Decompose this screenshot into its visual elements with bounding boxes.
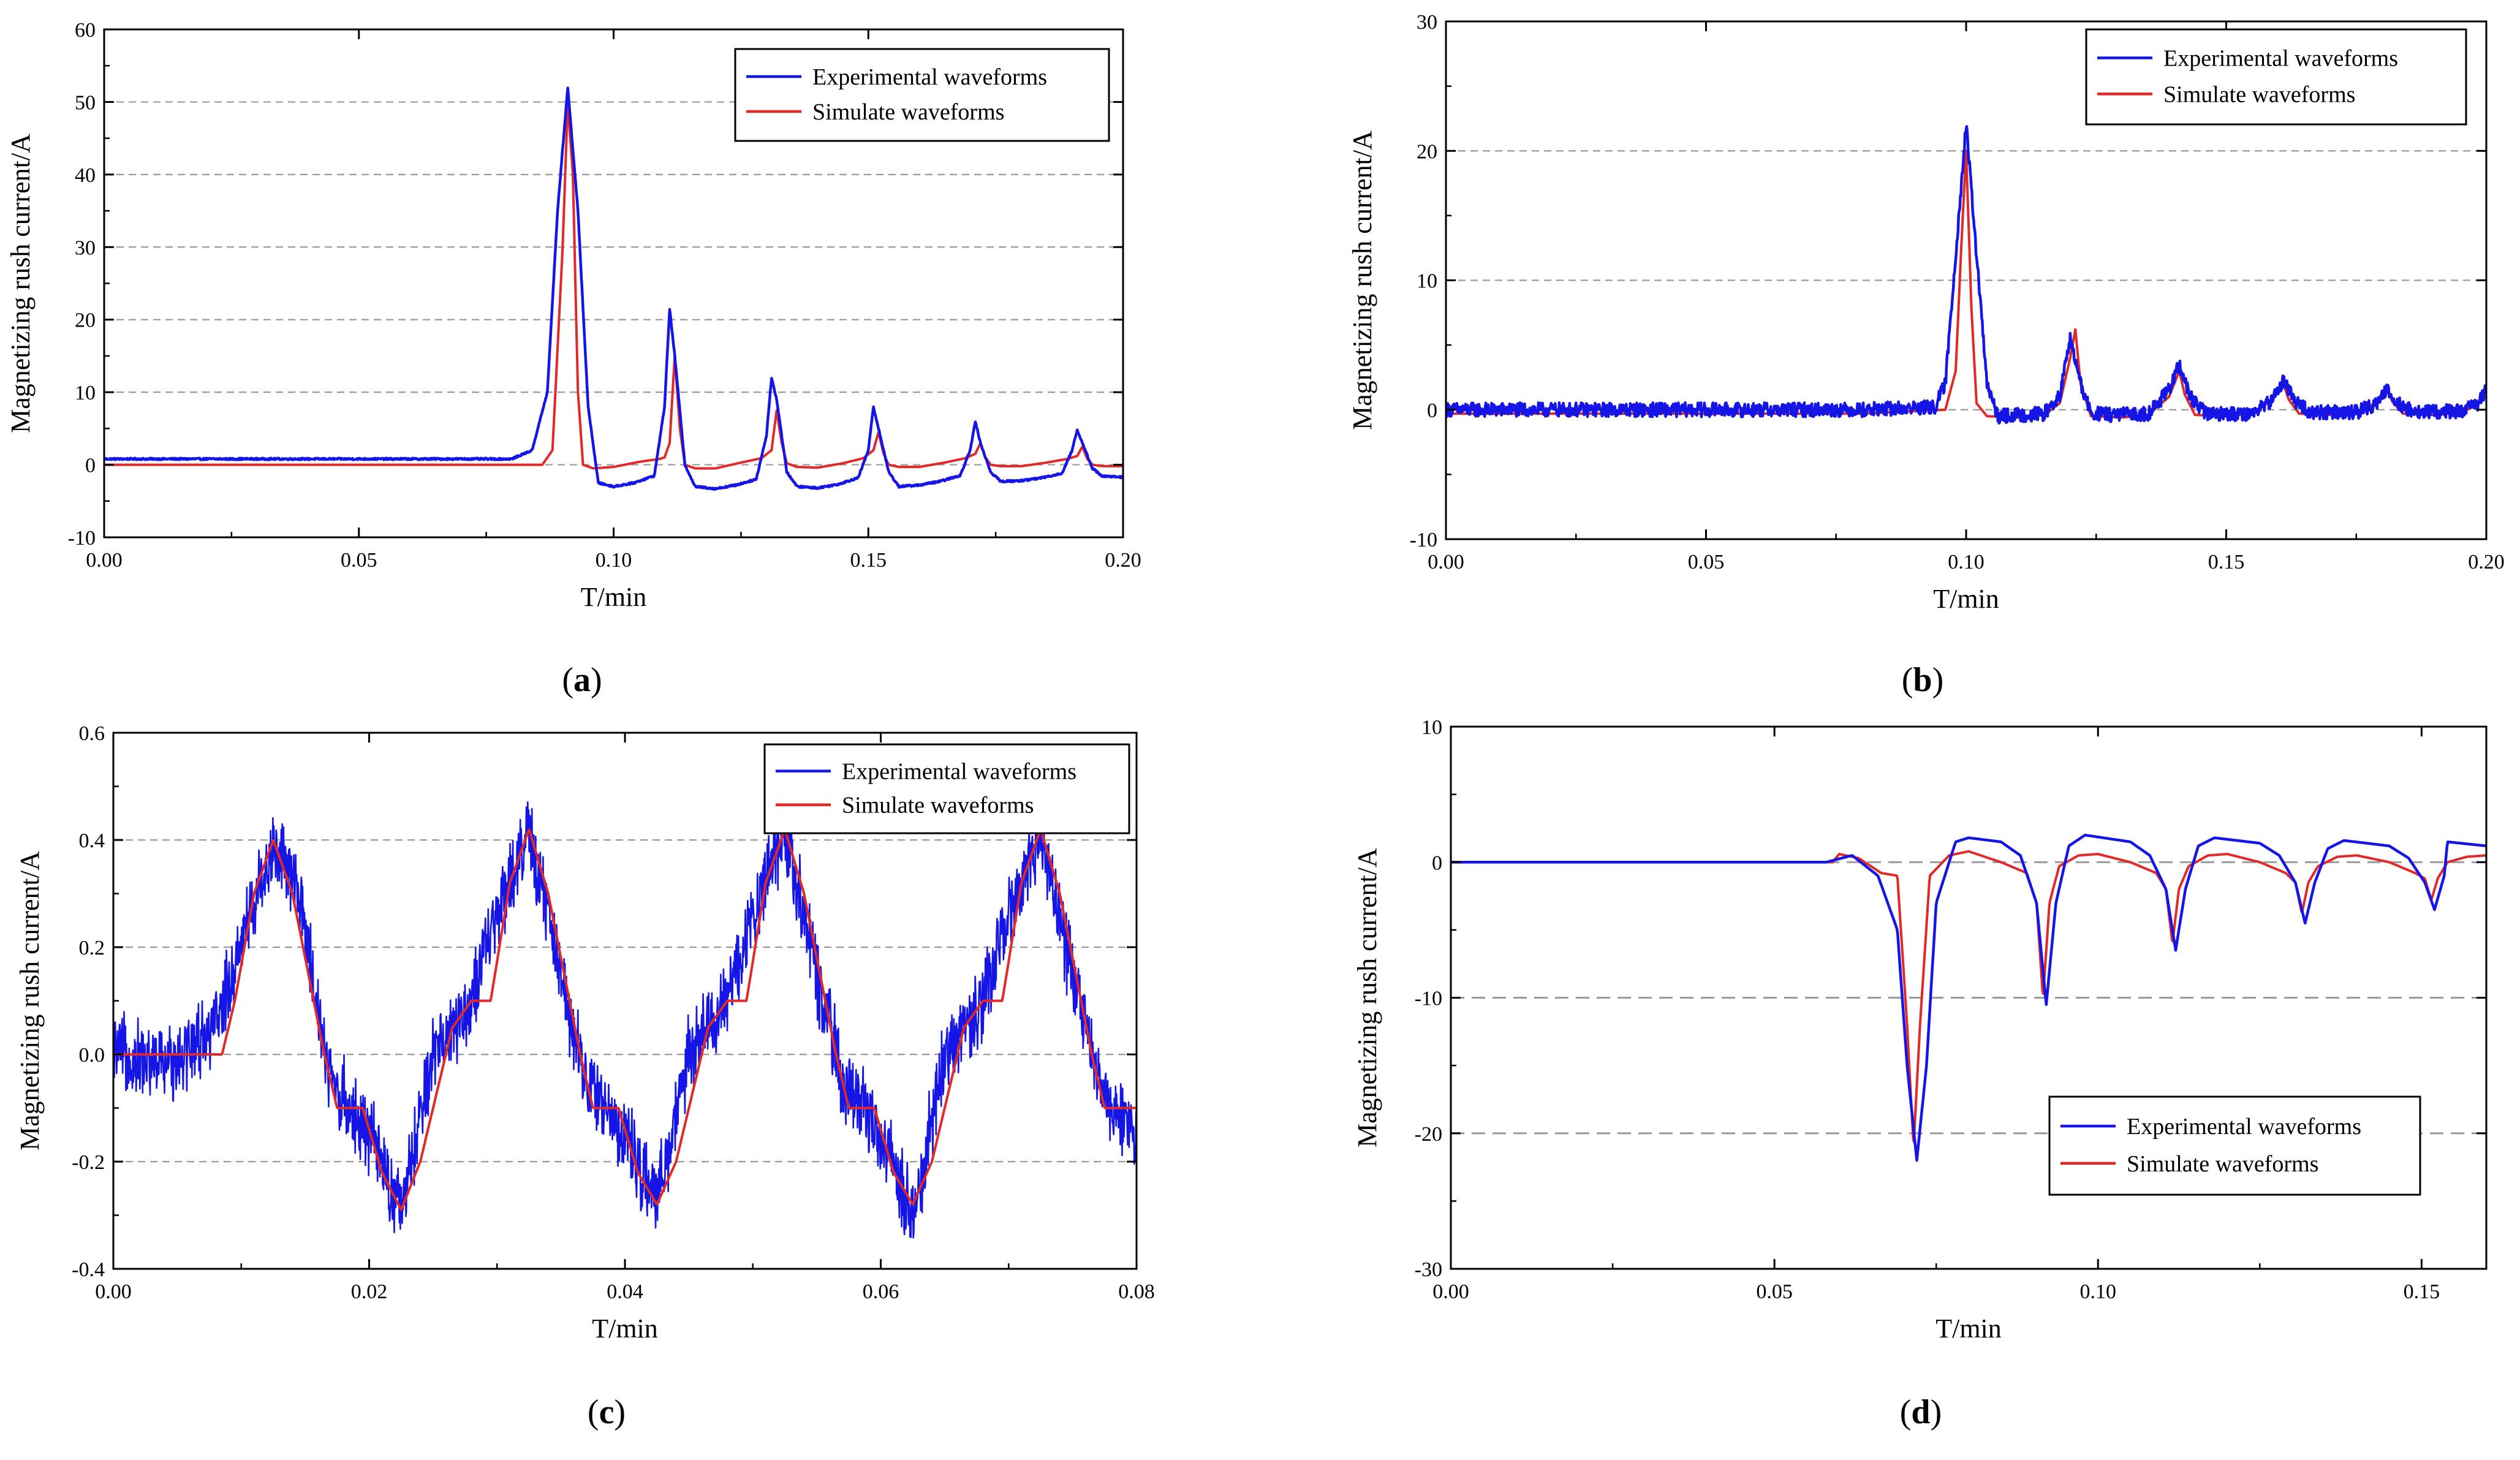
x-tick-label: 0.20 — [2468, 551, 2505, 573]
legend-label: Simulate waveforms — [2127, 1151, 2318, 1177]
chart-panel-a: 0.00 0.05 0.10 0.15 0.20 -10 0 10 20 30 40 50 60 T/mi… — [6, 19, 1141, 699]
y-tick-label: 10 — [75, 382, 96, 404]
chart-panel-b: 0.00 0.05 0.10 0.15 0.20 -10 0 10 20 30 T/min Magne… — [1347, 11, 2505, 699]
legend-box — [2085, 28, 2467, 126]
x-tick-label: 0.05 — [1756, 1280, 1793, 1303]
y-tick-label: -10 — [1410, 529, 1437, 551]
panel-caption-letter: a — [573, 661, 591, 699]
y-tick-label: 0.0 — [79, 1044, 105, 1067]
y-tick-label: 0 — [85, 455, 96, 477]
x-tick-label: 0.00 — [86, 549, 123, 572]
plot-area — [104, 86, 1123, 491]
y-tick-label: -0.4 — [72, 1258, 105, 1281]
chart-panels: 0.00 0.05 0.10 0.15 0.20-100102030405060T/mi… — [6, 11, 2505, 1431]
x-tick-label: 0.10 — [2080, 1280, 2117, 1303]
panel-caption-letter: d — [1911, 1393, 1930, 1431]
legend-label: Simulate waveforms — [812, 99, 1004, 125]
panel-caption-letter: c — [599, 1393, 615, 1431]
legend-label: Simulate waveforms — [842, 793, 1034, 819]
panel-caption: (b) — [1902, 661, 1943, 699]
x-tick-label: 0.15 — [2404, 1280, 2440, 1303]
experimental-waveform-line — [1446, 125, 2486, 425]
x-axis-title: T/min — [1933, 584, 1999, 614]
panel-caption: (c) — [588, 1393, 626, 1431]
y-tick-label: -10 — [1415, 988, 1442, 1010]
legend-label: Experimental waveforms — [2127, 1114, 2361, 1140]
x-tick-label: 0.05 — [1688, 551, 1725, 573]
y-tick-label: 10 — [1417, 270, 1437, 293]
legend-label: Experimental waveforms — [812, 64, 1047, 90]
legend: Experimental waveforms Simulate waveforms — [2085, 28, 2467, 126]
x-tick-label: 0.10 — [596, 549, 632, 572]
x-tick-label: 0.00 — [95, 1280, 132, 1303]
plot-area — [1446, 125, 2486, 425]
legend: Experimental waveforms Simulate waveforms — [763, 743, 1130, 834]
x-tick-label: 0.10 — [1948, 551, 1985, 573]
y-tick-label: 10 — [1421, 716, 1442, 739]
y-tick-label: 0 — [1432, 852, 1442, 874]
y-axis-title: Magnetizing rush current/A — [1352, 848, 1382, 1148]
y-tick-label: -10 — [68, 527, 96, 550]
x-tick-label: 0.15 — [850, 549, 887, 572]
panel-caption: (a) — [562, 661, 602, 699]
x-axis-title: T/min — [592, 1314, 658, 1344]
experimental-waveform-line — [104, 86, 1123, 491]
panel-caption-letter: b — [1913, 661, 1932, 699]
y-tick-label: 0.2 — [79, 937, 105, 959]
y-tick-label: 40 — [75, 164, 96, 187]
chart-panel-d: 0.00 0.05 0.10 0.15 -30 -20 -10 0 10 T/min Magneti… — [1352, 716, 2488, 1431]
x-tick-label: 0.08 — [1118, 1280, 1155, 1303]
legend-box — [2048, 1095, 2421, 1196]
y-tick-label: 50 — [75, 91, 96, 114]
legend: Experimental waveforms Simulate waveforms — [734, 48, 1110, 142]
simulate-waveform-line — [104, 100, 1123, 470]
y-tick-label: 0.4 — [79, 830, 105, 852]
chart-panel-c: 0.00 0.02 0.04 0.06 0.08 -0.4 -0.2 0.0 0.2 0.4 0.6… — [15, 722, 1155, 1431]
y-tick-label: -20 — [1415, 1123, 1442, 1146]
y-axis-title: Magnetizing rush current/A — [15, 851, 45, 1151]
plot-area — [1451, 833, 2486, 1162]
legend-label: Simulate waveforms — [2163, 81, 2355, 107]
y-tick-label: -30 — [1415, 1258, 1442, 1281]
x-tick-label: 0.00 — [1432, 1280, 1469, 1303]
x-tick-label: 0.20 — [1105, 549, 1141, 572]
x-tick-label: 0.04 — [607, 1280, 643, 1303]
legend: Experimental waveforms Simulate waveforms — [2048, 1095, 2421, 1196]
plot-area — [113, 801, 1137, 1239]
y-tick-label: -0.2 — [72, 1151, 105, 1174]
x-tick-label: 0.15 — [2208, 551, 2245, 573]
y-tick-label: 0.6 — [79, 722, 105, 745]
legend-label: Experimental waveforms — [2163, 46, 2398, 72]
x-axis-title: T/min — [1935, 1314, 2002, 1344]
y-tick-label: 20 — [75, 309, 96, 332]
y-tick-label: 0 — [1427, 399, 1437, 422]
y-axis-title: Magnetizing rush current/A — [6, 134, 36, 433]
legend-box — [763, 743, 1130, 834]
panel-caption: (d) — [1900, 1393, 1942, 1431]
y-tick-label: 60 — [75, 19, 96, 42]
x-tick-label: 0.05 — [341, 549, 377, 572]
x-tick-label: 0.06 — [863, 1280, 899, 1303]
experimental-waveform-line — [1451, 833, 2486, 1162]
legend-box — [734, 48, 1110, 142]
x-axis-title: T/min — [581, 582, 647, 612]
y-tick-label: 30 — [1417, 11, 1437, 34]
y-tick-label: 20 — [1417, 140, 1437, 163]
y-axis-title: Magnetizing rush current/A — [1347, 130, 1377, 430]
legend-label: Experimental waveforms — [842, 759, 1076, 785]
x-tick-label: 0.02 — [351, 1280, 388, 1303]
simulate-waveform-line — [113, 828, 1137, 1211]
x-tick-label: 0.00 — [1428, 551, 1464, 573]
y-tick-label: 30 — [75, 236, 96, 259]
